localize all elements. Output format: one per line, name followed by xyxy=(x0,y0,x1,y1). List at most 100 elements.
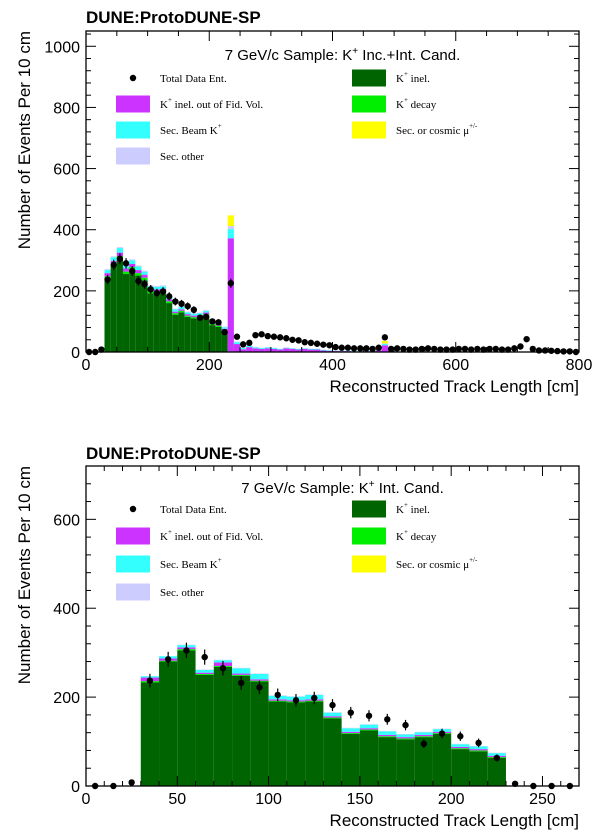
bar-segment xyxy=(129,263,136,268)
data-point xyxy=(202,313,210,321)
legend-swatch xyxy=(116,95,150,113)
data-point xyxy=(443,346,450,353)
data-point xyxy=(264,332,271,340)
data-point xyxy=(146,677,154,684)
x-tick-label: 200 xyxy=(196,357,223,374)
legend: Total Data Ent. K+ inel.K+ inel. out of F… xyxy=(116,500,478,601)
bar-segment xyxy=(359,724,379,729)
bar-segment xyxy=(381,344,388,346)
legend-label: Sec. other xyxy=(160,587,204,599)
x-tick-label: 400 xyxy=(319,357,346,374)
data-point xyxy=(475,739,482,747)
legend-label-base: Sec. Beam K xyxy=(160,125,218,137)
legend-label-base: Sec. or cosmic μ xyxy=(396,559,469,571)
legend-swatch xyxy=(116,121,150,139)
x-tick-label: 150 xyxy=(347,791,374,808)
legend-swatch xyxy=(116,147,150,165)
data-point xyxy=(215,319,222,326)
bar-segment xyxy=(172,314,179,352)
bar-segment xyxy=(135,266,142,271)
data-point xyxy=(541,347,549,354)
bar-segment xyxy=(141,270,148,272)
legend-label-base: Total Data Ent. xyxy=(160,73,227,85)
bar-segment xyxy=(252,347,259,349)
bar-segment xyxy=(196,317,204,352)
y-tick-label: 200 xyxy=(53,284,80,301)
bar-segment xyxy=(375,350,382,352)
data-point xyxy=(504,346,512,353)
data-point xyxy=(461,345,469,353)
bar-segment xyxy=(141,271,148,275)
data-point xyxy=(292,697,300,704)
bar-segment xyxy=(116,247,123,249)
bar-segment xyxy=(227,238,234,352)
chart-panel-1: DUNE:ProtoDUNE-SP 0 200 400 600 800 0 200 400 600… xyxy=(15,8,592,396)
data-point xyxy=(233,333,241,340)
data-point xyxy=(418,345,426,353)
chart-title-base: 7 GeV/c Sample: K xyxy=(225,47,353,64)
bar-segment xyxy=(190,317,197,319)
bar-segment xyxy=(178,310,185,313)
bar-segment xyxy=(172,308,179,310)
legend-swatch xyxy=(116,555,150,573)
bar-segment xyxy=(378,737,397,786)
legend-label: Total Data Ent. xyxy=(160,73,227,85)
legend-swatch xyxy=(352,500,386,518)
data-point xyxy=(289,336,296,343)
bar-segment xyxy=(359,728,379,730)
legend-label: K+ decay xyxy=(396,96,437,111)
y-tick-label: 400 xyxy=(53,223,80,240)
bar-segment xyxy=(203,312,210,315)
bar-segment xyxy=(135,273,142,276)
bar-segment xyxy=(195,670,214,673)
bar-segment xyxy=(414,732,433,735)
bar-segment xyxy=(227,229,234,239)
legend-label-sup: + xyxy=(218,122,222,130)
bar-segment xyxy=(190,313,197,314)
data-point xyxy=(276,334,284,341)
bar-segment xyxy=(159,285,167,287)
bar-segment xyxy=(396,737,415,739)
data-point xyxy=(246,339,253,347)
legend-label-base: K xyxy=(396,531,404,543)
bar-segment xyxy=(396,734,415,738)
bar-segment xyxy=(246,347,253,352)
data-point xyxy=(424,345,432,352)
bar-segment xyxy=(195,672,214,674)
bar-segment xyxy=(381,345,388,352)
bar-segment xyxy=(221,327,228,329)
legend-label-base: K xyxy=(160,531,168,543)
legend-label-sup: + xyxy=(404,528,408,536)
data-point xyxy=(384,716,391,723)
bar-segment xyxy=(209,325,216,352)
bar-segment xyxy=(184,315,191,317)
data-point xyxy=(338,344,345,351)
bar-segment xyxy=(432,734,452,786)
data-point xyxy=(523,335,530,343)
bar-segment xyxy=(323,712,342,717)
bar-segment xyxy=(122,268,130,272)
data-point xyxy=(394,345,401,352)
bar-segment xyxy=(213,666,233,786)
x-tick-label: 250 xyxy=(529,791,556,808)
bar-segment xyxy=(264,347,271,349)
data-point xyxy=(141,280,148,288)
bar-segment xyxy=(469,749,488,751)
data-point xyxy=(369,345,376,353)
data-point xyxy=(326,342,333,349)
data-point xyxy=(406,346,413,353)
chart-title-base: 7 GeV/c Sample: K xyxy=(241,480,369,497)
bar-segment xyxy=(487,753,506,756)
bar-segment xyxy=(153,293,160,352)
bar-segment xyxy=(283,348,290,352)
bar-segment xyxy=(153,285,160,287)
data-point xyxy=(252,331,259,339)
data-point xyxy=(455,345,463,353)
data-point xyxy=(412,346,419,353)
legend-label-sup: + xyxy=(168,528,172,536)
legend-swatch xyxy=(352,121,386,139)
x-axis-label: Reconstructed Track Length [cm] xyxy=(330,377,579,396)
bar-segment xyxy=(289,348,296,352)
bar-segment xyxy=(396,739,415,786)
data-point xyxy=(381,334,389,341)
